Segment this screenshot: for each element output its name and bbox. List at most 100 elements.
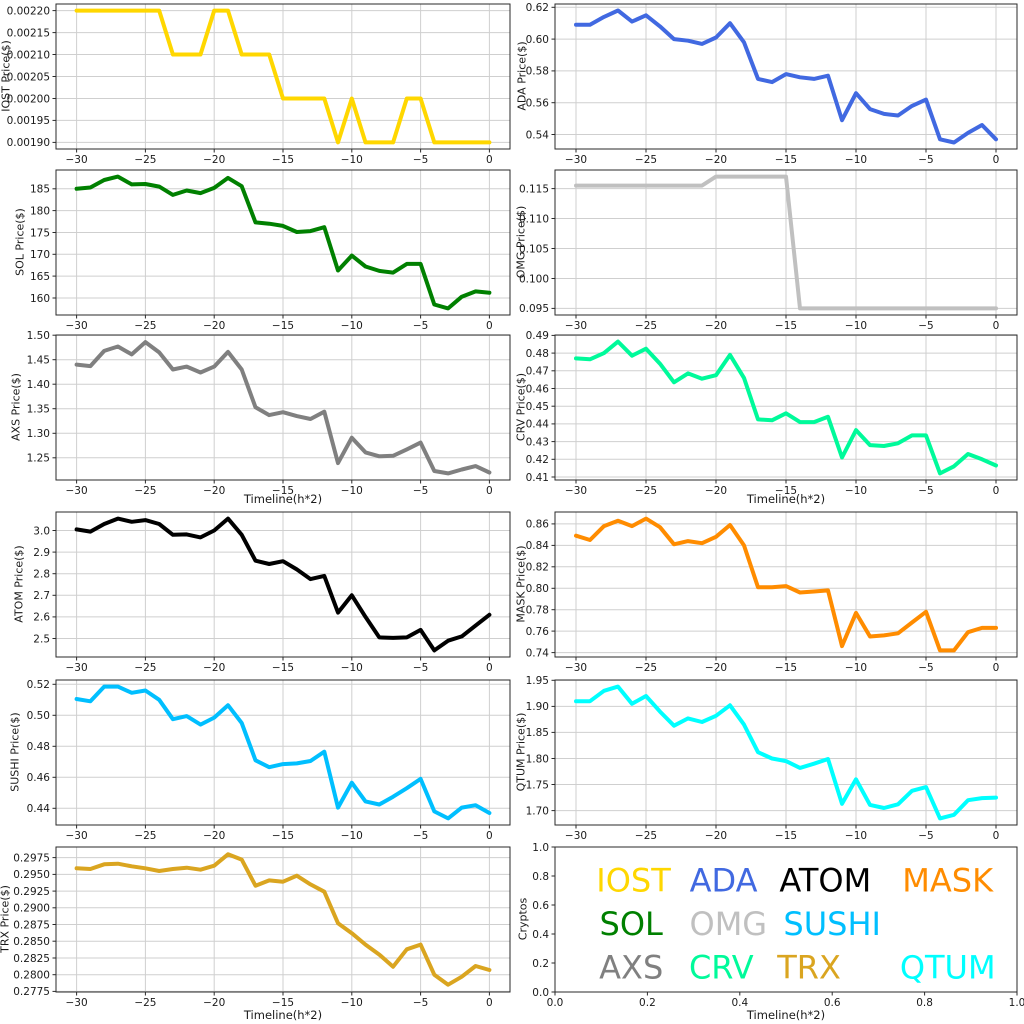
legend-item-sol: SOL <box>600 905 664 943</box>
x-tick-label: −25 <box>134 485 156 497</box>
x-tick-label: −5 <box>918 662 933 674</box>
y-tick-label: 0.115 <box>519 183 549 195</box>
x-tick-label: −15 <box>775 830 797 842</box>
y-tick-label: 1.85 <box>526 727 549 739</box>
x-tick-label: −20 <box>203 662 225 674</box>
legend-item-trx: TRX <box>776 948 841 986</box>
y-tick-label: 0.4 <box>532 929 549 941</box>
y-tick-label: 0.110 <box>519 213 549 225</box>
x-tick-label: 0 <box>486 154 493 166</box>
axs-price-chart: −30 −25 −20 −15 −10 −5 0 1.25 1.30 1.35 1.40 1.45 1.… <box>27 330 511 497</box>
panel-iost: −30 −25 −20 −15 −10 −5 0 0.00190 0.00195 0.00200 0… <box>0 0 512 166</box>
y-tick-label: 0.86 <box>526 519 550 531</box>
omg-y-axis-label: OMG Price($) <box>514 205 528 279</box>
iost-price-chart: −30 −25 −20 −15 −10 −5 0 0.00190 0.00195 0.00200 0… <box>7 3 511 166</box>
atom-price-chart: −30 −25 −20 −15 −10 −5 0 2.5 2.6 2.7 2.8 2.9 3.0 <box>33 511 511 674</box>
x-tick-label: −5 <box>918 830 933 842</box>
qtum-price-chart: −30 −25 −20 −15 −10 −5 0 1.70 1.75 1.80 1.85 1.90 1.… <box>526 675 1018 842</box>
sol-y-axis-label: SOL Price($) <box>13 208 27 276</box>
x-tick-label: −15 <box>272 830 294 842</box>
x-tick-label: −5 <box>413 997 428 1009</box>
x-tick-label: −25 <box>134 830 156 842</box>
panel-mask: −30 −25 −20 −15 −10 −5 0 0.74 0.76 0.78 0.80 0.82 0.… <box>512 508 1024 676</box>
y-tick-label: 0.00200 <box>7 93 50 105</box>
axs-price-line <box>74 340 492 476</box>
x-tick-label: 0 <box>993 154 1000 166</box>
x-tick-label: −30 <box>565 320 587 332</box>
y-tick-label: 170 <box>30 249 50 261</box>
legend-item-iost: IOST <box>596 861 671 899</box>
x-tick-label: 0 <box>486 662 493 674</box>
x-tick-label: −20 <box>705 485 727 497</box>
x-tick-label: −10 <box>341 997 363 1009</box>
panel-sushi: −30 −25 −20 −15 −10 −5 0 0.44 0.46 0.48 0.50 0.52 S… <box>0 676 512 843</box>
cryptos-y-axis-label: Cryptos <box>516 897 530 941</box>
axs-y-axis-label: AXS Price($) <box>9 373 23 441</box>
x-tick-label: −5 <box>413 485 428 497</box>
y-tick-label: 0.2950 <box>13 869 50 881</box>
panel-legend: IOST ADA ATOM MASK SOL OMG SUSHI AXS CRV TRX QTUM 0… <box>512 842 1024 1024</box>
x-tick-label: −30 <box>66 997 88 1009</box>
x-tick-label: 0.2 <box>639 997 656 1009</box>
panel-trx: −30 −25 −20 −15 −10 −5 0 0.2775 0.2800 0.2825 0.28… <box>0 843 512 1024</box>
y-tick-label: 0.44 <box>526 419 550 431</box>
omg-price-chart: −30 −25 −20 −15 −10 −5 0 0.095 0.100 0.105 0.110 0.… <box>519 169 1018 332</box>
y-tick-label: 0.76 <box>526 626 550 638</box>
iost-y-axis-label: IOST Price($) <box>0 40 13 112</box>
y-tick-label: 0.00210 <box>7 49 50 61</box>
x-tick-label: −25 <box>134 997 156 1009</box>
y-tick-label: 0.2975 <box>13 852 50 864</box>
trx-x-axis-label: Timeline(h*2) <box>243 1008 323 1022</box>
x-tick-label: −10 <box>845 320 867 332</box>
y-tick-label: 2.6 <box>33 612 50 624</box>
y-tick-label: 0.100 <box>519 273 549 285</box>
atom-price-line <box>74 516 492 653</box>
x-tick-label: 0 <box>486 485 493 497</box>
x-tick-label: −10 <box>341 830 363 842</box>
x-tick-label: 0 <box>486 320 493 332</box>
y-tick-label: 0.50 <box>27 710 50 722</box>
x-tick-label: −15 <box>775 662 797 674</box>
y-tick-label: 0.46 <box>526 383 550 395</box>
panel-atom: −30 −25 −20 −15 −10 −5 0 2.5 2.6 2.7 2.8 2.9 3.0 ATO… <box>0 508 512 676</box>
x-tick-label: −30 <box>565 662 587 674</box>
x-tick-label: 0.4 <box>731 997 748 1009</box>
x-tick-label: −20 <box>203 830 225 842</box>
x-tick-label: −5 <box>918 485 933 497</box>
x-tick-label: −10 <box>845 830 867 842</box>
x-tick-label: −25 <box>635 154 657 166</box>
y-tick-label: 0.78 <box>526 605 549 617</box>
y-tick-label: 1.50 <box>27 330 50 342</box>
y-tick-label: 0.47 <box>526 366 549 378</box>
crv-price-line <box>574 339 998 476</box>
sushi-y-axis-label: SUSHI Price($) <box>8 712 22 792</box>
x-tick-label: −10 <box>341 485 363 497</box>
y-tick-label: 0.82 <box>526 562 549 574</box>
panel-qtum: −30 −25 −20 −15 −10 −5 0 1.70 1.75 1.80 1.85 1.90 1.… <box>512 675 1024 843</box>
x-tick-label: −20 <box>203 485 225 497</box>
y-tick-label: 0.00205 <box>7 71 50 83</box>
y-tick-label: 0.60 <box>526 34 549 46</box>
y-tick-label: 0.00215 <box>7 27 50 39</box>
x-tick-label: −5 <box>413 662 428 674</box>
y-tick-label: 1.0 <box>532 842 549 854</box>
x-tick-label: −20 <box>705 154 727 166</box>
x-tick-label: 0.6 <box>824 997 841 1009</box>
x-tick-label: −5 <box>918 154 933 166</box>
x-tick-label: −25 <box>635 485 657 497</box>
sushi-price-chart: −30 −25 −20 −15 −10 −5 0 0.44 0.46 0.48 0.50 0.52 <box>27 679 511 842</box>
sushi-price-line <box>74 684 492 821</box>
x-tick-label: −30 <box>66 830 88 842</box>
y-tick-label: 1.70 <box>526 805 549 817</box>
x-tick-label: −10 <box>845 154 867 166</box>
y-tick-label: 185 <box>30 184 50 196</box>
y-tick-label: 0.2850 <box>13 936 50 948</box>
x-tick-label: −30 <box>66 154 88 166</box>
y-tick-label: 0.2800 <box>13 970 50 982</box>
trx-price-line <box>74 852 492 987</box>
x-tick-label: −25 <box>635 662 657 674</box>
y-tick-label: 1.45 <box>27 355 50 367</box>
y-tick-label: 2.7 <box>33 590 50 602</box>
axes-frame <box>554 846 1018 993</box>
panel-ada: −30 −25 −20 −15 −10 −5 0 0.54 0.56 0.58 0.60 0.62 A… <box>512 0 1024 166</box>
